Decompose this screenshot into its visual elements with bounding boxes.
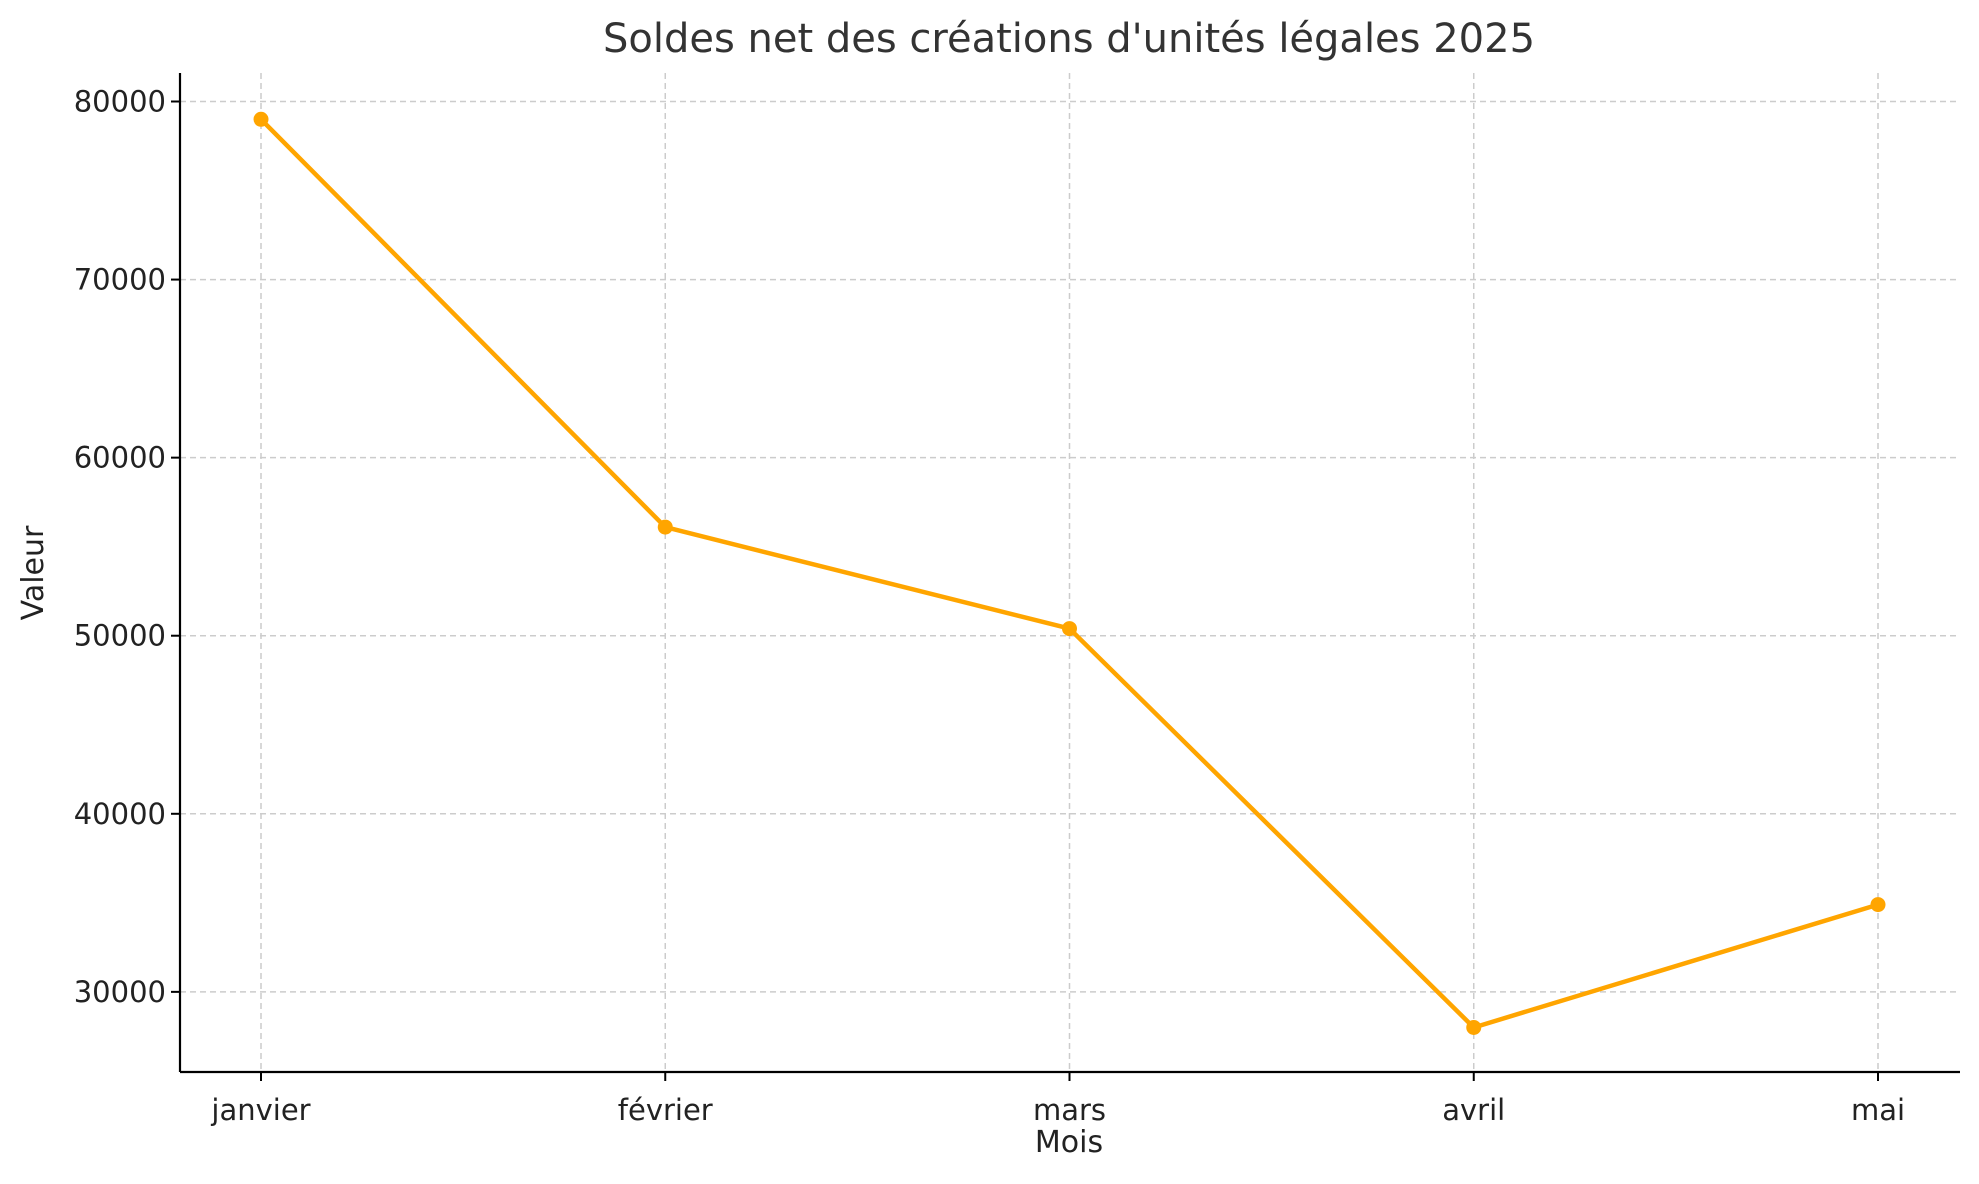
grid-layer [180, 73, 1960, 1072]
data-point-marker [1062, 621, 1077, 637]
x-tick-label: mars [1033, 1093, 1106, 1127]
y-axis-label: Valeur [16, 525, 51, 620]
x-axis-label: Mois [1035, 1125, 1103, 1160]
chart-title: Soldes net des créations d'unités légale… [603, 16, 1535, 62]
data-point-marker [1466, 1019, 1482, 1035]
axes-layer [178, 73, 1960, 1074]
data-point-marker [1870, 897, 1886, 913]
data-point-marker [657, 519, 673, 535]
y-tick-label: 60000 [74, 441, 166, 475]
y-tick-label: 70000 [74, 263, 166, 297]
y-tick-label: 40000 [74, 797, 166, 831]
x-tick-label: mai [1851, 1093, 1905, 1127]
tick-layer: 30000 40000 50000 60000 70000 80000 janvier fév… [74, 84, 1905, 1127]
y-tick-label: 30000 [74, 975, 166, 1009]
x-tick-label: février [618, 1093, 713, 1127]
series-layer [253, 111, 1886, 1035]
y-tick-label: 80000 [74, 84, 166, 118]
y-tick-label: 50000 [74, 619, 166, 653]
data-point-marker [253, 111, 269, 127]
x-tick-label: janvier [210, 1093, 310, 1127]
x-tick-label: avril [1442, 1093, 1505, 1127]
